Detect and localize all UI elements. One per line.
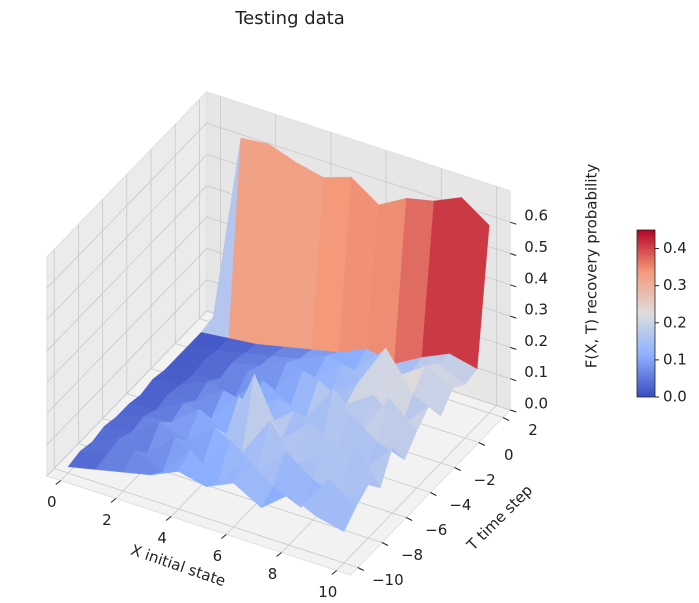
z-tick — [510, 284, 517, 288]
z-tick — [510, 346, 517, 350]
z-tick-label: 0.4 — [524, 269, 548, 287]
grid-line — [46, 279, 207, 445]
x-tick — [165, 516, 172, 521]
colorbar-tick-label: 0.4 — [663, 239, 687, 257]
y-tick-label: −6 — [425, 521, 447, 539]
z-axis-label: F(X, T) recovery probability — [583, 164, 601, 369]
z-tick-label: 0.3 — [524, 301, 548, 319]
x-tick-label: 2 — [102, 511, 112, 529]
colorbar-tick-label: 0.3 — [663, 276, 687, 294]
colorbar-tick-label: 0.1 — [663, 350, 687, 368]
grid-line — [46, 216, 207, 383]
x-tick-label: 10 — [318, 583, 337, 601]
z-tick-label: 0.5 — [524, 238, 548, 256]
x-tick — [331, 570, 338, 575]
grid-line — [46, 154, 207, 320]
y-axis-label: T time step — [463, 481, 537, 555]
y-tick — [430, 492, 437, 496]
z-tick-label: 0.6 — [524, 207, 548, 225]
x-tick — [55, 480, 62, 485]
y-tick — [502, 417, 510, 421]
z-tick — [510, 315, 517, 319]
grid-line — [46, 310, 207, 477]
chart-title: Testing data — [234, 8, 345, 29]
y-tick-label: 0 — [504, 446, 514, 464]
x-tick — [110, 498, 117, 503]
x-tick-label: 4 — [157, 529, 167, 547]
x-tick-label: 6 — [213, 547, 223, 565]
z-tick — [510, 221, 517, 225]
z-tick — [510, 409, 517, 413]
colorbar — [636, 229, 656, 398]
y-tick-label: −4 — [449, 496, 471, 514]
y-tick — [454, 467, 461, 471]
y-tick-label: −8 — [401, 546, 423, 564]
z-tick — [510, 253, 517, 256]
x-tick-label: 0 — [47, 493, 57, 511]
grid-line — [46, 248, 207, 414]
colorbar-tick-label: 0.0 — [663, 388, 687, 406]
grid-line — [54, 468, 358, 568]
grid-line — [46, 122, 207, 289]
y-tick — [357, 567, 365, 571]
y-tick — [478, 442, 486, 446]
y-tick — [381, 542, 389, 546]
z-tick-label: 0.1 — [524, 363, 548, 381]
y-tick-label: 2 — [528, 421, 538, 439]
surface-cell — [316, 478, 357, 532]
z-tick-label: 0.0 — [524, 395, 548, 413]
y-tick-label: −2 — [474, 471, 496, 489]
y-tick-label: −10 — [372, 571, 404, 589]
x-tick — [221, 534, 227, 539]
x-tick-label: 8 — [268, 565, 278, 583]
z-tick-label: 0.2 — [524, 332, 548, 350]
grid-line — [46, 185, 207, 352]
x-tick — [276, 552, 282, 557]
z-tick — [510, 378, 517, 382]
y-tick — [405, 517, 413, 521]
colorbar-tick-label: 0.2 — [663, 313, 687, 331]
